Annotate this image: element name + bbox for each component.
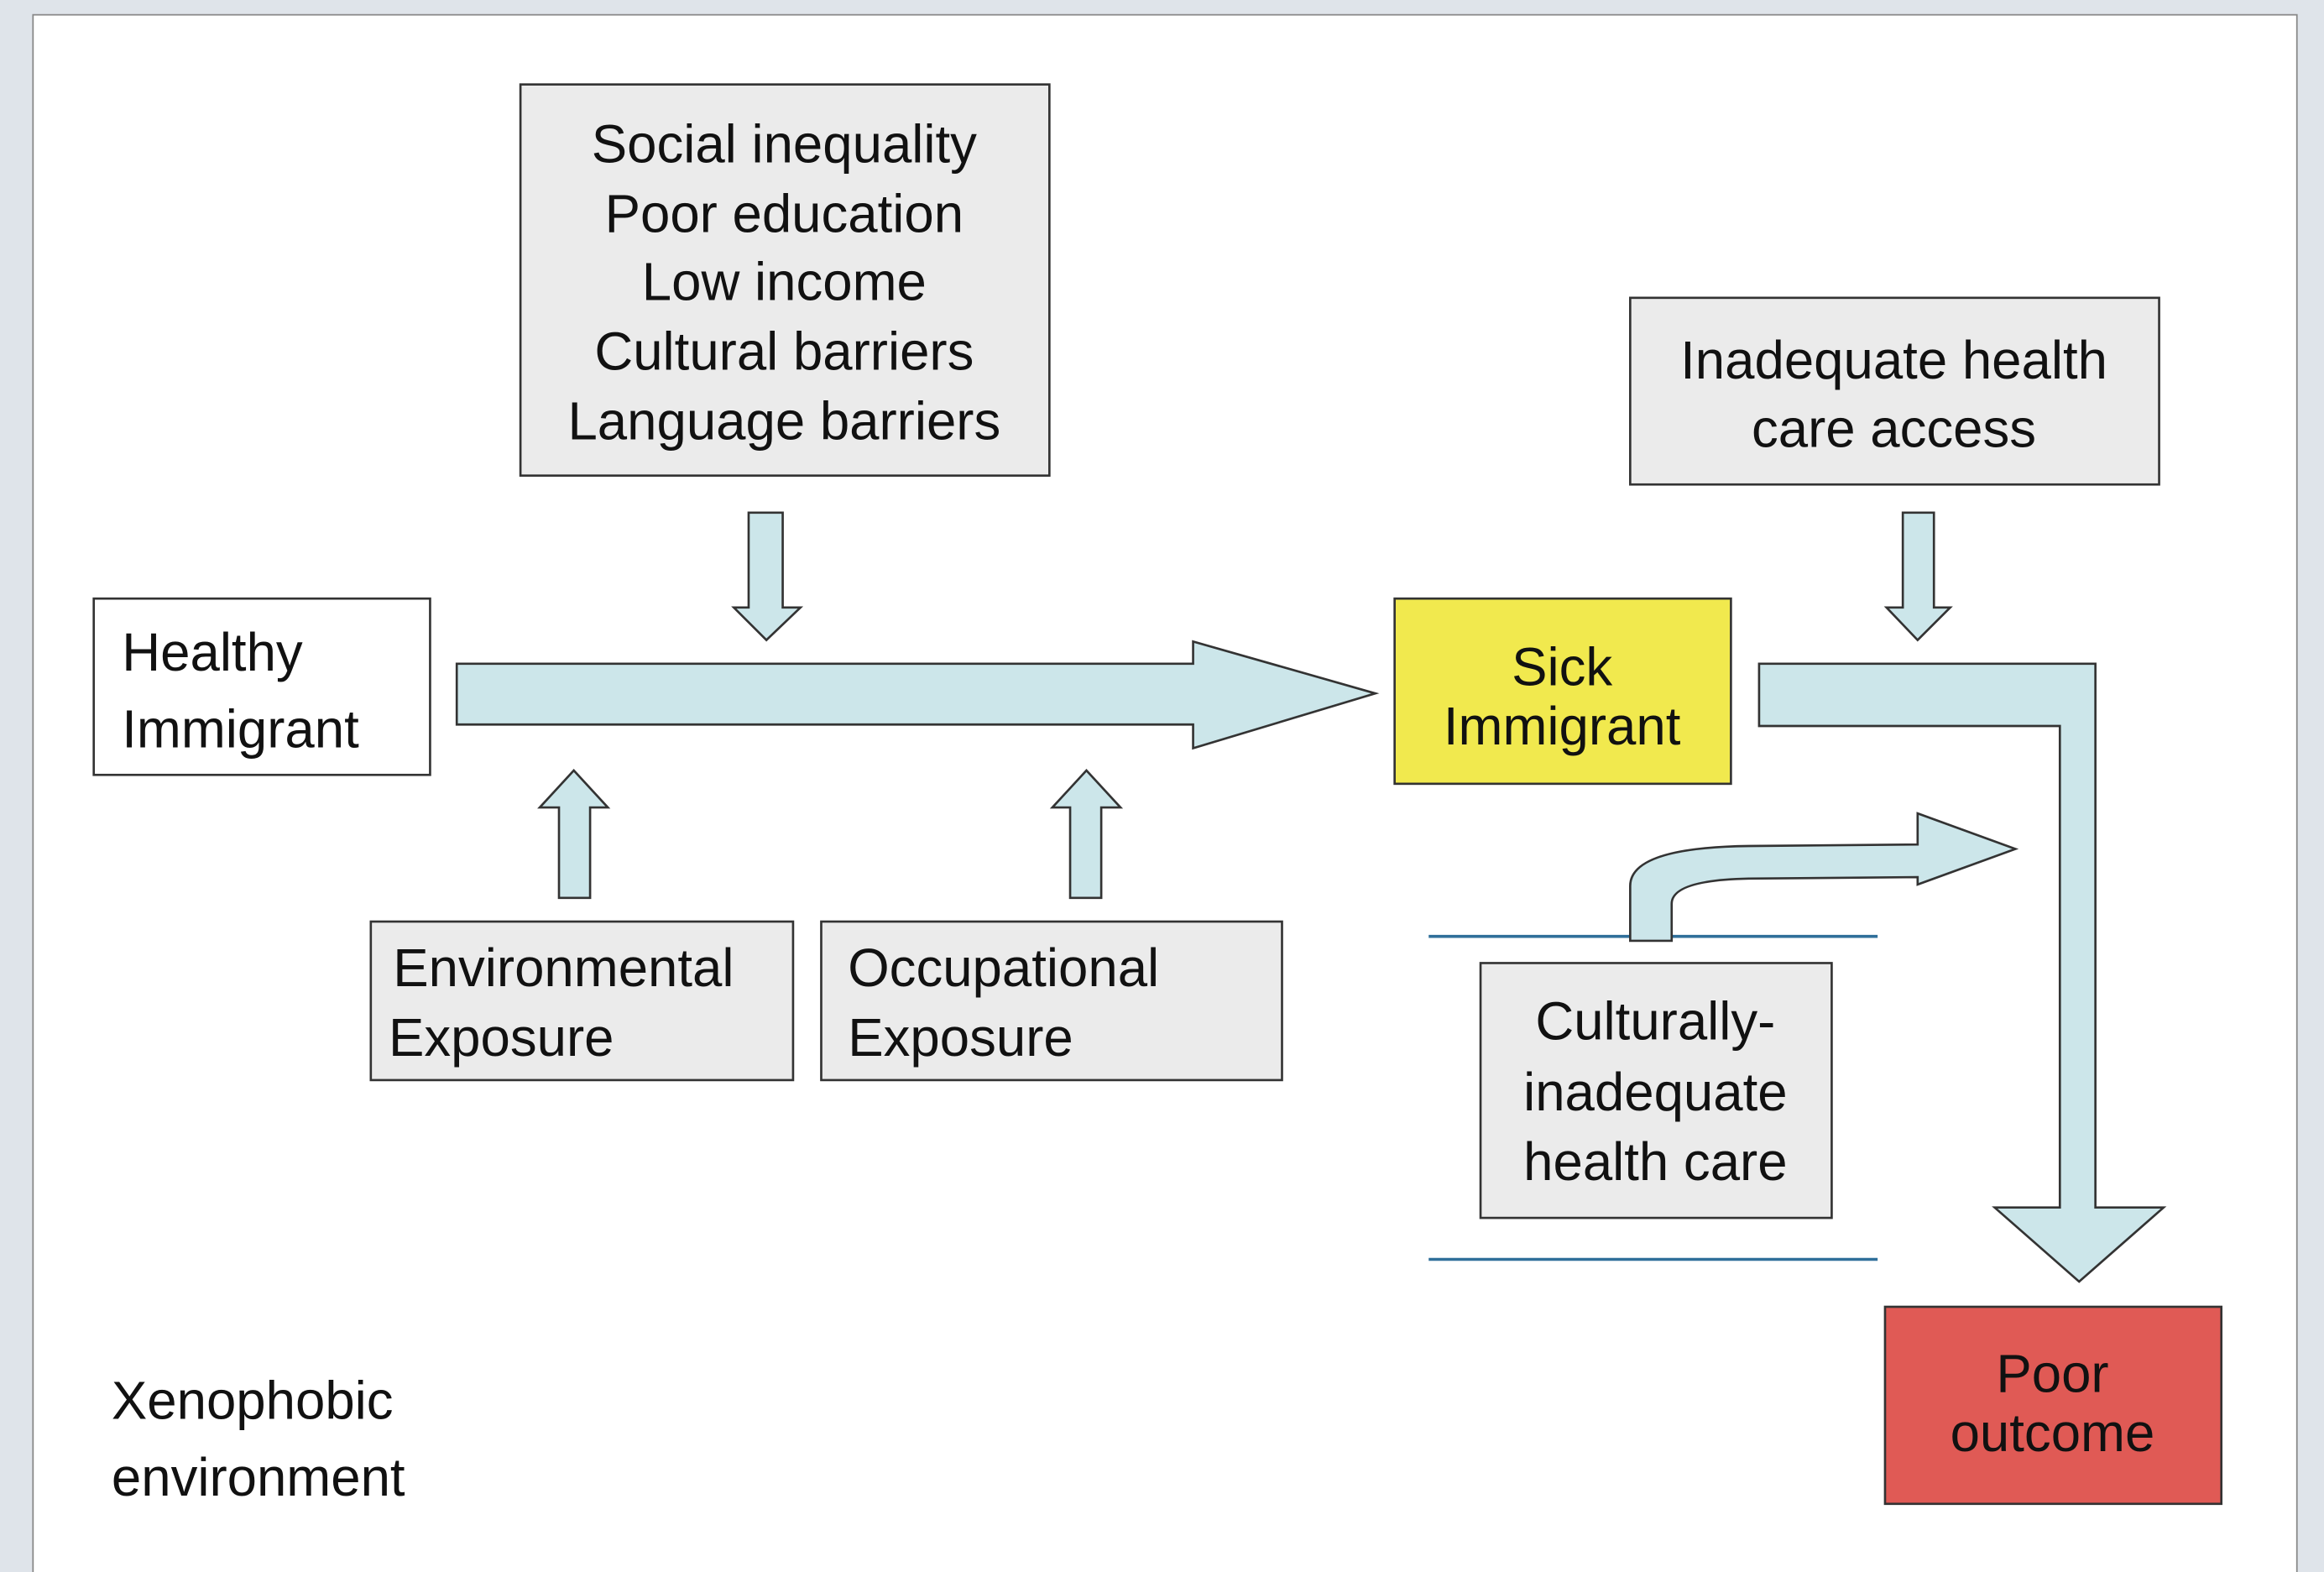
label: environment xyxy=(112,1448,405,1507)
arrow xyxy=(1629,812,2019,943)
label: Inadequate health xyxy=(1680,331,2107,390)
node-box xyxy=(1393,597,1732,786)
arrow xyxy=(1883,511,1953,642)
label: Poor xyxy=(1996,1345,2108,1404)
label: Immigrant xyxy=(1444,697,1681,756)
label: Poor education xyxy=(605,184,964,243)
label: Xenophobic xyxy=(112,1371,394,1430)
label: Cultural barriers xyxy=(594,321,974,381)
label: Environmental xyxy=(393,938,734,998)
node-box xyxy=(820,920,1283,1082)
label: Low income xyxy=(642,252,927,311)
label: health care xyxy=(1523,1132,1787,1192)
node-box xyxy=(519,83,1051,477)
node-box xyxy=(1883,1305,2223,1506)
label: Sick xyxy=(1512,637,1612,697)
label: inadequate xyxy=(1523,1063,1788,1122)
label: Exposure xyxy=(848,1008,1073,1068)
node-box xyxy=(1629,296,2160,486)
node-box xyxy=(1479,962,1833,1219)
arrow xyxy=(455,640,1380,750)
label: outcome xyxy=(1951,1403,2155,1463)
arrow xyxy=(1049,769,1124,900)
label: Exposure xyxy=(389,1008,614,1068)
label: care access xyxy=(1752,399,2036,458)
arrow xyxy=(537,769,611,900)
arrow xyxy=(731,511,804,642)
arrow xyxy=(1757,662,2167,1283)
label: Social inequality xyxy=(592,114,977,174)
label: Language barriers xyxy=(567,391,1000,451)
node-box xyxy=(369,920,795,1082)
label: Culturally- xyxy=(1535,991,1775,1051)
label: Occupational xyxy=(848,938,1159,998)
node-box xyxy=(92,597,431,776)
label: Immigrant xyxy=(122,700,359,760)
label: Healthy xyxy=(122,623,303,682)
